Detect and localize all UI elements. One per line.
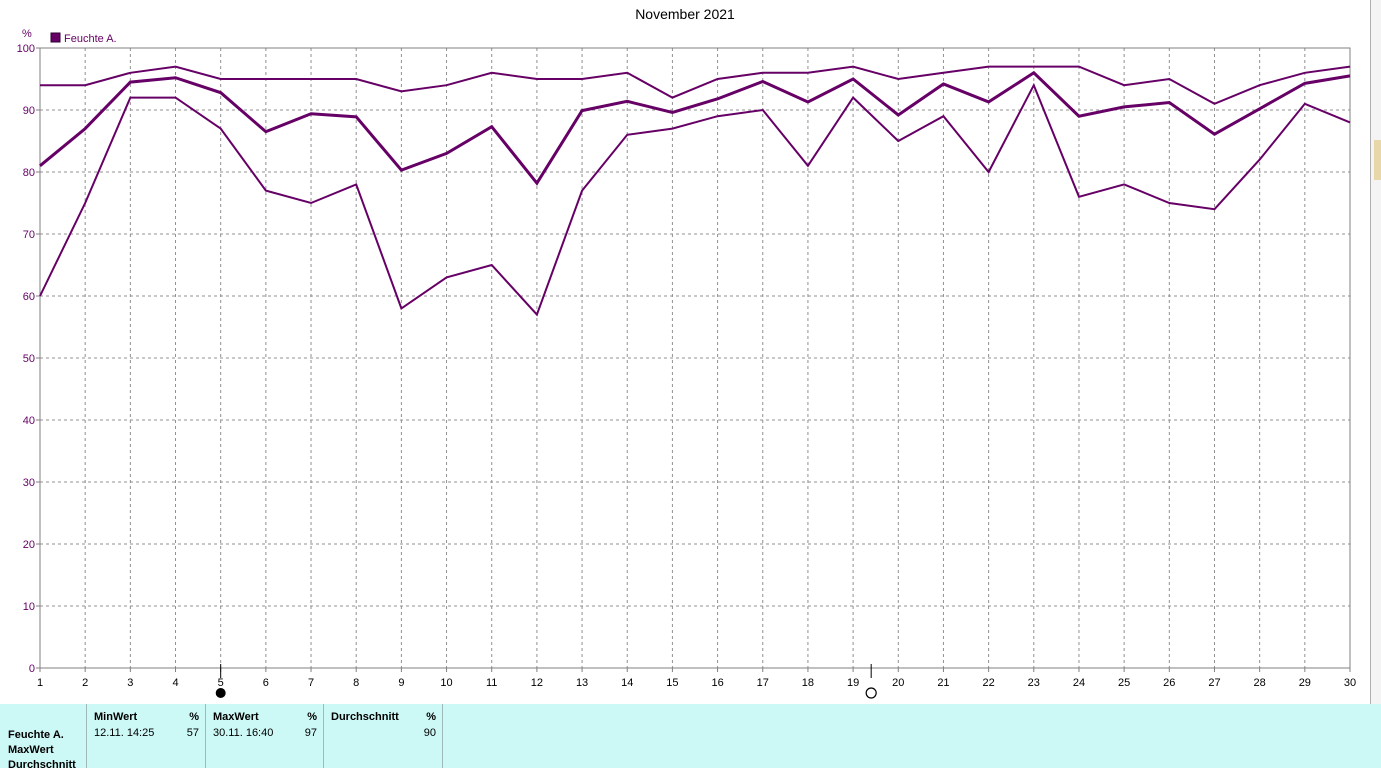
x-tick-label: 4 [172, 677, 178, 689]
y-tick-label: 40 [23, 415, 35, 427]
x-tick-label: 30 [1344, 677, 1356, 689]
y-tick-label: 50 [23, 353, 35, 365]
min-value: 57 [186, 727, 199, 739]
x-axis-ticks: 1 2 3 4 5 6 7 8 9 10 11 12 13 14 15 16 17 18 19 20 21 22 23 24 2… [37, 668, 1356, 689]
y-tick-label: 60 [23, 291, 35, 303]
stats-row-label: Feuchte A. [8, 729, 64, 741]
x-tick-label: 28 [1254, 677, 1266, 689]
stats-column-average: Durchschnitt % 90 [323, 704, 443, 768]
stats-row-labels: Feuchte A. MaxWert Durchschnitt [8, 728, 76, 768]
max-time: 30.11. 16:40 [213, 727, 274, 739]
y-axis-ticks: 0 10 20 30 40 50 60 70 80 90 100 [17, 43, 40, 675]
stats-row-label: Durchschnitt [8, 759, 76, 768]
x-tick-label: 24 [1073, 677, 1085, 689]
x-tick-label: 22 [982, 677, 994, 689]
x-tick-label: 27 [1208, 677, 1220, 689]
window-edge-strip [1370, 0, 1381, 704]
stats-row-label: MaxWert [8, 744, 54, 756]
series-line-avg [39, 70, 1351, 186]
x-tick-label: 8 [353, 677, 359, 689]
x-tick-label: 13 [576, 677, 588, 689]
y-tick-label: 70 [23, 229, 35, 241]
y-tick-label: 80 [23, 167, 35, 179]
x-tick-label: 5 [218, 677, 224, 689]
x-tick-label: 25 [1118, 677, 1130, 689]
series-lines [39, 65, 1351, 317]
legend[interactable]: Feuchte A. [50, 32, 117, 45]
x-tick-label: 6 [263, 677, 269, 689]
x-tick-label: 19 [847, 677, 859, 689]
x-tick-label: 20 [892, 677, 904, 689]
x-tick-label: 14 [621, 677, 633, 689]
min-time: 12.11. 14:25 [94, 727, 155, 739]
x-tick-label: 23 [1028, 677, 1040, 689]
legend-swatch [50, 32, 61, 43]
x-tick-label: 16 [711, 677, 723, 689]
stats-column-min: MinWert % 12.11. 14:25 57 [86, 704, 205, 768]
x-tick-label: 10 [440, 677, 452, 689]
x-tick-label: 17 [757, 677, 769, 689]
x-tick-label: 3 [127, 677, 133, 689]
max-value: 97 [304, 727, 317, 739]
grid-lines [40, 48, 1350, 668]
x-tick-label: 18 [802, 677, 814, 689]
y-unit-label: % [22, 28, 32, 40]
x-tick-label: 15 [666, 677, 678, 689]
stats-column-max: MaxWert % 30.11. 16:40 97 [205, 704, 323, 768]
statistics-panel: Feuchte A. MaxWert Durchschnitt MinWert … [0, 704, 1381, 768]
avg-value: 90 [423, 727, 436, 739]
y-tick-label: 30 [23, 477, 35, 489]
legend-label: Feuchte A. [64, 33, 117, 45]
full-moon-icon [865, 687, 877, 699]
max-unit: % [307, 711, 317, 723]
min-unit: % [189, 711, 199, 723]
avg-header: Durchschnitt [331, 711, 399, 723]
new-moon-icon [215, 688, 226, 698]
window-edge-tab [1374, 140, 1381, 180]
series-line-max [40, 65, 1351, 105]
x-tick-label: 1 [37, 677, 43, 689]
x-tick-label: 2 [82, 677, 88, 689]
x-tick-label: 7 [308, 677, 314, 689]
min-header: MinWert [94, 711, 138, 723]
avg-unit: % [426, 711, 436, 723]
max-header: MaxWert [213, 711, 259, 723]
x-tick-label: 21 [937, 677, 949, 689]
chart-title: November 2021 [635, 6, 735, 22]
x-tick-label: 29 [1299, 677, 1311, 689]
x-tick-label: 11 [486, 677, 497, 689]
series-line-min [39, 82, 1351, 317]
y-tick-label: 90 [23, 105, 35, 117]
x-tick-label: 26 [1163, 677, 1175, 689]
y-tick-label: 100 [17, 43, 35, 55]
y-tick-label: 10 [23, 601, 35, 613]
moon-markers [215, 664, 877, 699]
x-tick-label: 9 [398, 677, 404, 689]
y-tick-label: 0 [29, 663, 35, 675]
y-tick-label: 20 [23, 539, 35, 551]
x-tick-label: 12 [531, 677, 543, 689]
